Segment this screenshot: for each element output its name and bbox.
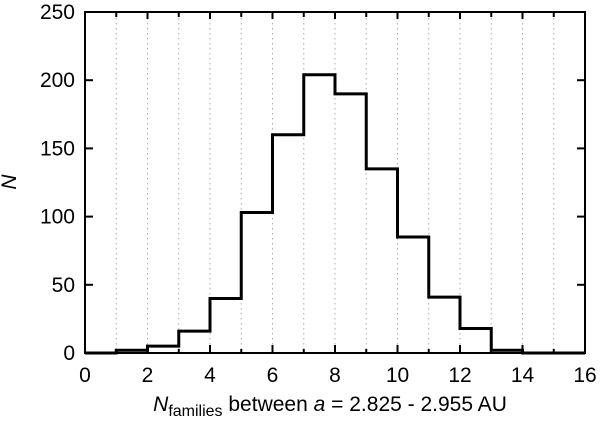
x-axis-label: Nfamilies between a = 2.825 - 2.955 AU (153, 393, 507, 420)
x-tick-label: 2 (142, 364, 154, 387)
y-tick-label: 250 (40, 1, 75, 24)
x-axis-label-part: a (314, 393, 326, 416)
x-axis-label-part: between (223, 393, 314, 416)
x-axis-label-part: = 2.825 - 2.955 AU (325, 393, 507, 416)
histogram-step-line (85, 73, 585, 355)
y-tick-label: 0 (63, 342, 75, 365)
y-tick-label: 150 (40, 137, 75, 160)
x-tick-label: 6 (267, 364, 279, 387)
x-tick-label: 0 (79, 364, 91, 387)
x-tick-label: 14 (511, 364, 535, 387)
x-tick-label: 16 (573, 364, 596, 387)
x-axis-label-part: families (168, 403, 222, 420)
x-tick-label: 4 (204, 364, 216, 387)
y-axis-label: N (0, 174, 21, 190)
x-tick-label: 10 (386, 364, 409, 387)
y-tick-label: 200 (40, 69, 75, 92)
x-tick-label: 8 (329, 364, 341, 387)
y-tick-label: 100 (40, 206, 75, 229)
x-tick-label: 12 (448, 364, 471, 387)
x-axis-label-part: N (153, 393, 169, 416)
y-tick-label: 50 (52, 274, 75, 297)
